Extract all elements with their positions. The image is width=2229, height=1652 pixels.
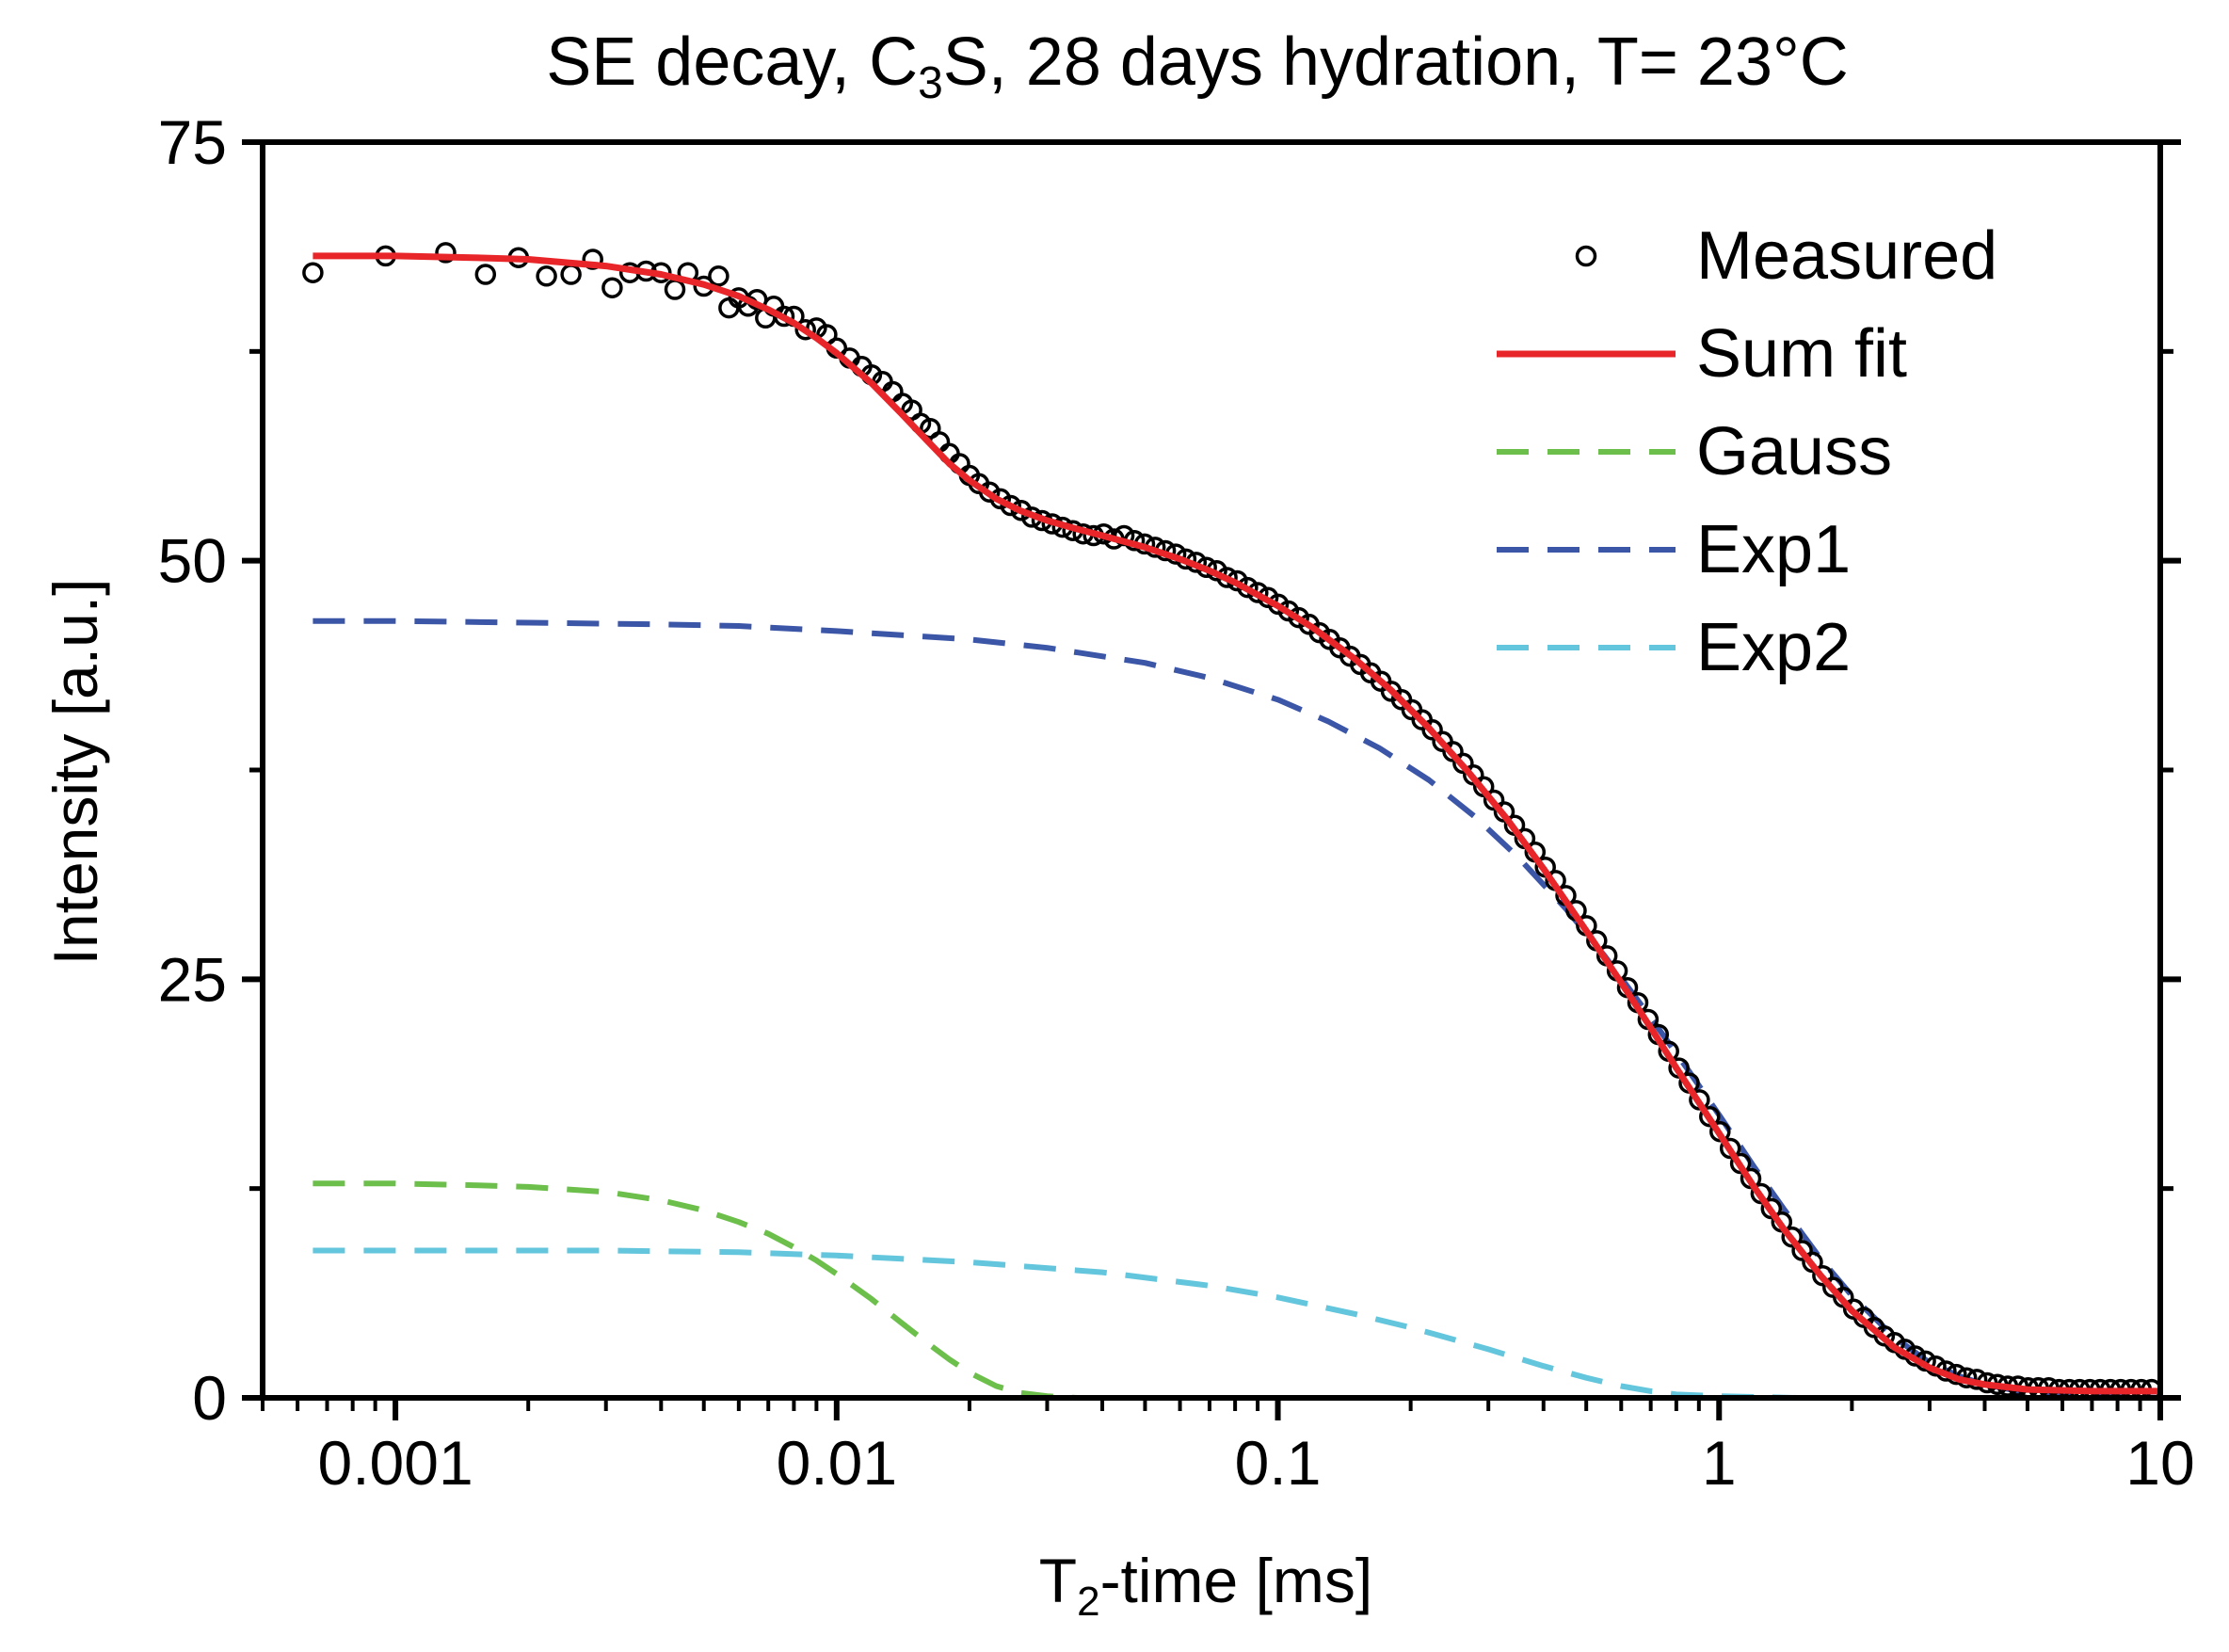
legend-item-exp1: Exp1 xyxy=(1497,512,1851,587)
data-point xyxy=(536,265,557,287)
data-point xyxy=(1010,500,1033,521)
data-point xyxy=(582,249,603,270)
legend: Measured Sum fit Gauss Exp1 Exp2 xyxy=(1497,218,1997,685)
plot-area xyxy=(302,242,2162,1401)
legend-marker xyxy=(1575,245,1597,267)
series-line-sum-fit xyxy=(313,252,2160,1395)
data-point xyxy=(560,264,582,285)
chart-title-subscript: 3 xyxy=(918,58,943,108)
data-point xyxy=(1421,719,1443,741)
data-point xyxy=(1483,789,1505,811)
data-point xyxy=(601,277,623,298)
legend-label: Exp2 xyxy=(1696,610,1851,685)
series-line-exp2 xyxy=(313,1247,2160,1401)
x-axis-label: T2-time [ms] xyxy=(1039,1546,1372,1625)
data-point xyxy=(1833,1287,1854,1308)
legend-label: Measured xyxy=(1696,218,1997,294)
chart-title-main: SE decay, C xyxy=(546,24,918,100)
y-tick-label: 25 xyxy=(158,944,227,1014)
data-point xyxy=(664,279,686,300)
data-point xyxy=(1729,1152,1752,1175)
data-point xyxy=(1812,1264,1834,1287)
data-point xyxy=(1463,764,1484,786)
x-axis-label-rest: -time [ms] xyxy=(1100,1546,1373,1615)
x-tick-label: 10 xyxy=(2125,1428,2194,1498)
legend-label: Gauss xyxy=(1696,414,1892,489)
legend-item-gauss: Gauss xyxy=(1497,414,1892,489)
x-axis-label-subscript: 2 xyxy=(1077,1579,1099,1625)
legend-item-sum-fit: Sum fit xyxy=(1497,316,1907,392)
data-point xyxy=(1791,1240,1813,1261)
data-point xyxy=(794,318,816,341)
axes: 0 25 50 75 0.001 0.01 0.1 1 10 xyxy=(158,107,2195,1498)
legend-label: Sum fit xyxy=(1696,316,1907,392)
chart-title-rest: S, 28 days hydration, T= 23°C xyxy=(943,24,1849,100)
data-point xyxy=(708,265,730,287)
series-line-exp1 xyxy=(313,617,2161,1401)
legend-label: Exp1 xyxy=(1696,512,1851,587)
legend-item-exp2: Exp2 xyxy=(1497,610,1851,685)
data-point xyxy=(1452,752,1474,775)
x-tick-label: 1 xyxy=(1702,1428,1737,1498)
x-tick-label: 0.1 xyxy=(1235,1428,1322,1498)
data-point xyxy=(978,481,1001,503)
data-point xyxy=(1781,1226,1803,1248)
data-point xyxy=(435,242,457,264)
x-tick-label: 0.001 xyxy=(318,1428,473,1498)
data-point xyxy=(1802,1251,1823,1274)
y-tick-label: 0 xyxy=(192,1363,227,1433)
y-axis-label: Intensity [a.u.] xyxy=(40,579,110,966)
chart-title: SE decay, C3S, 28 days hydration, T= 23°… xyxy=(546,24,1849,108)
data-point xyxy=(474,264,497,285)
x-axis-label-main: T xyxy=(1039,1546,1077,1615)
y-tick-label: 75 xyxy=(158,107,227,177)
legend-item-measured: Measured xyxy=(1575,218,1997,294)
data-point xyxy=(1493,801,1515,823)
data-point xyxy=(1699,1105,1721,1128)
y-tick-label: 50 xyxy=(158,526,227,596)
x-tick-label: 0.01 xyxy=(777,1428,897,1498)
data-point xyxy=(1719,1137,1741,1160)
data-point xyxy=(302,262,324,283)
data-point xyxy=(1760,1197,1783,1220)
data-point xyxy=(1442,741,1464,762)
data-point xyxy=(1000,494,1021,517)
